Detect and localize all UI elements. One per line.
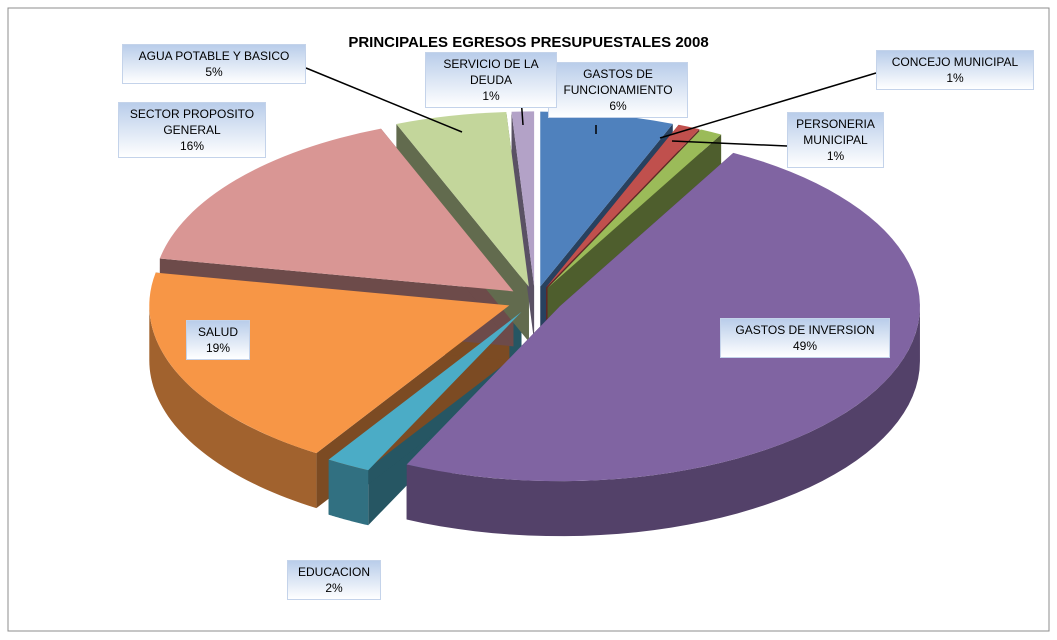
leader-line: [305, 67, 463, 133]
category-label: GASTOS DE INVERSION: [735, 323, 875, 337]
value-label: 19%: [205, 341, 231, 355]
value-label: 1%: [946, 71, 964, 85]
slice: [511, 111, 535, 287]
slice: [540, 111, 673, 287]
data-label: CONCEJO MUNICIPAL 1%: [876, 50, 1034, 90]
slice-wall: [149, 305, 317, 509]
category-label: GASTOS DE FUNCIONAMIENTO: [563, 67, 673, 97]
leader-lines: [305, 67, 877, 147]
slice-wall: [406, 306, 920, 537]
category-label: PERSONERIA MUNICIPAL: [796, 117, 875, 147]
chart-title: PRINCIPALES EGRESOS PRESUPUESTALES 2008: [348, 34, 709, 51]
slice: [546, 124, 700, 288]
data-label: SECTOR PROPOSITO GENERAL 16%: [118, 102, 266, 158]
data-label: EDUCACION 2%: [287, 560, 381, 600]
slice: [406, 152, 920, 482]
slice: [396, 112, 529, 287]
slices: [149, 111, 920, 537]
slice: [328, 311, 522, 471]
slice: [149, 272, 510, 454]
data-label: SALUD 19%: [186, 320, 250, 360]
value-label: 6%: [609, 99, 627, 113]
leader-line: [659, 72, 877, 139]
value-label: 2%: [325, 581, 343, 595]
category-label: SECTOR PROPOSITO GENERAL: [129, 107, 255, 137]
data-label: GASTOS DE INVERSION 49%: [720, 318, 890, 358]
value-label: 16%: [179, 139, 205, 153]
slice: [159, 128, 514, 292]
category-label: SERVICIO DE LA DEUDA: [443, 57, 539, 87]
data-label: PERSONERIA MUNICIPAL 1%: [787, 112, 884, 168]
category-label: SALUD: [197, 325, 238, 339]
category-label: AGUA POTABLE Y BASICO: [138, 49, 290, 63]
leader-line: [671, 140, 788, 147]
value-label: 1%: [826, 149, 845, 163]
category-label: CONCEJO MUNICIPAL: [891, 55, 1019, 69]
slice: [547, 129, 722, 288]
value-label: 5%: [205, 65, 223, 79]
category-label: EDUCACION: [297, 565, 370, 579]
value-label: 49%: [792, 339, 818, 353]
data-label: AGUA POTABLE Y BASICO 5%: [122, 44, 306, 84]
data-label: SERVICIO DE LA DEUDA 1%: [425, 52, 557, 108]
data-label: GASTOS DE FUNCIONAMIENTO 6%: [548, 62, 688, 118]
value-label: 1%: [482, 89, 500, 103]
slice-wall: [328, 459, 369, 526]
